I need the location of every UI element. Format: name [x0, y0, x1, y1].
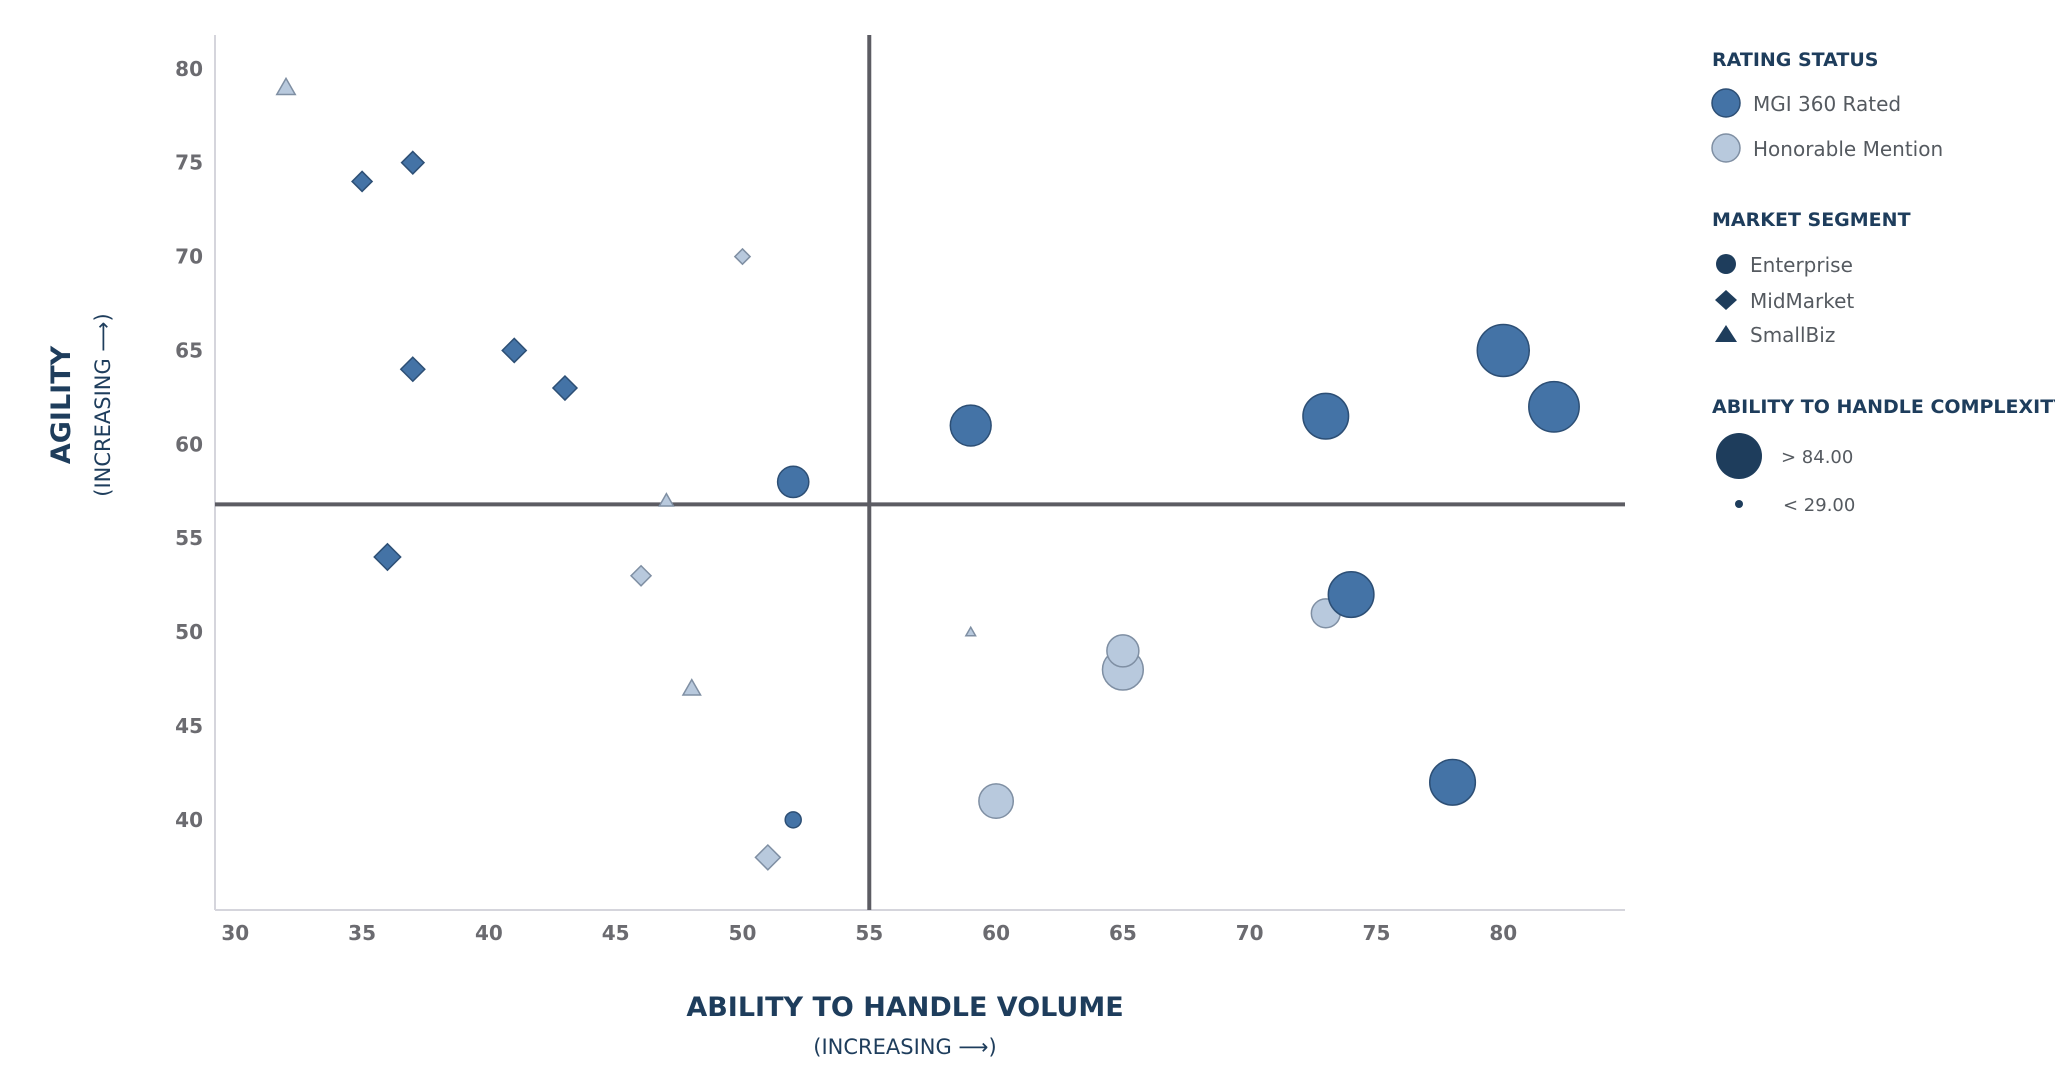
legend-honorable-swatch [1711, 133, 1741, 163]
legend-complexity-small-swatch [1735, 500, 1743, 508]
legend-complexity-small-label: < 29.00 [1783, 495, 1855, 516]
legend-midmarket-label: MidMarket [1750, 289, 1854, 313]
data-point-midmarket [551, 374, 579, 402]
data-point-enterprise [1327, 570, 1375, 619]
legend-smallbiz-triangle-icon [1715, 325, 1737, 342]
legend-smallbiz-label: SmallBiz [1750, 323, 1835, 347]
x-tick-label: 35 [348, 921, 376, 945]
x-tick-label: 40 [475, 921, 503, 945]
data-point-midmarket [399, 356, 426, 383]
y-tick-label: 55 [175, 526, 203, 550]
plot-area: 30 35 40 45 50 55 60 65 70 75 80 40 45 50 55 60 65 70 75 8… [175, 35, 1625, 945]
legend-complexity-title: ABILITY TO HANDLE COMPLEXITY [1712, 396, 2055, 418]
quadrant-lines [215, 35, 1625, 910]
legend-complexity-large-swatch [1716, 433, 1762, 479]
y-axis-title: AGILITY [46, 345, 77, 464]
x-tick-label: 60 [982, 921, 1010, 945]
x-tick-label: 80 [1489, 921, 1517, 945]
data-point-smallbiz [681, 678, 702, 696]
x-tick-label: 70 [1236, 921, 1264, 945]
data-point-midmarket [733, 247, 752, 266]
data-point-midmarket [351, 170, 374, 193]
y-tick-label: 40 [175, 808, 203, 832]
data-point-enterprise [1429, 758, 1477, 806]
data-points [275, 76, 1580, 871]
data-point-midmarket [400, 150, 426, 175]
data-point-midmarket [629, 564, 653, 587]
x-tick-label: 55 [855, 921, 883, 945]
x-tick-label: 75 [1363, 921, 1391, 945]
data-point-enterprise [1106, 634, 1140, 668]
x-tick-label: 30 [221, 921, 249, 945]
data-point-enterprise [784, 811, 802, 829]
y-tick-label: 45 [175, 714, 203, 738]
y-tick-labels: 40 45 50 55 60 65 70 75 80 [175, 57, 203, 832]
y-tick-label: 70 [175, 245, 203, 269]
data-point-enterprise [1302, 392, 1350, 440]
data-point-enterprise [978, 783, 1015, 820]
legend-rating-status-title: RATING STATUS [1712, 49, 1878, 71]
x-tick-label: 45 [602, 921, 630, 945]
y-tick-label: 60 [175, 432, 203, 456]
y-tick-label: 50 [175, 620, 203, 644]
data-point-midmarket [754, 843, 782, 871]
data-point-smallbiz [964, 625, 977, 637]
y-tick-label: 65 [175, 338, 203, 362]
data-point-midmarket [501, 337, 528, 364]
y-tick-label: 80 [175, 57, 203, 81]
data-point-enterprise [1528, 380, 1580, 433]
x-tick-label: 65 [1109, 921, 1137, 945]
x-tick-labels: 30 35 40 45 50 55 60 65 70 75 80 [221, 921, 1517, 945]
legend-complexity-large-label: > 84.00 [1781, 447, 1853, 468]
legend-midmarket-diamond-icon [1715, 290, 1737, 310]
legend-enterprise-label: Enterprise [1750, 253, 1853, 277]
legend-rated-label: MGI 360 Rated [1753, 92, 1901, 116]
data-point-smallbiz [275, 76, 297, 96]
data-point-enterprise [1476, 323, 1531, 378]
legend-rated-swatch [1711, 88, 1741, 118]
legend-enterprise-circle-icon [1716, 254, 1736, 274]
x-axis-subtitle: (INCREASING ⟶) [813, 1035, 996, 1059]
y-axis-subtitle: (INCREASING ⟶) [91, 313, 115, 496]
y-tick-label: 75 [175, 151, 203, 175]
x-tick-label: 50 [729, 921, 757, 945]
x-axis-title: ABILITY TO HANDLE VOLUME [686, 992, 1123, 1023]
data-point-enterprise [949, 404, 992, 447]
data-point-midmarket [373, 542, 402, 572]
legend-market-segment-title: MARKET SEGMENT [1712, 209, 1911, 231]
data-point-enterprise [776, 465, 810, 499]
data-point-smallbiz [658, 492, 675, 507]
legend: RATING STATUS MGI 360 Rated Honorable Me… [1711, 49, 2055, 516]
legend-honorable-label: Honorable Mention [1753, 137, 1943, 161]
